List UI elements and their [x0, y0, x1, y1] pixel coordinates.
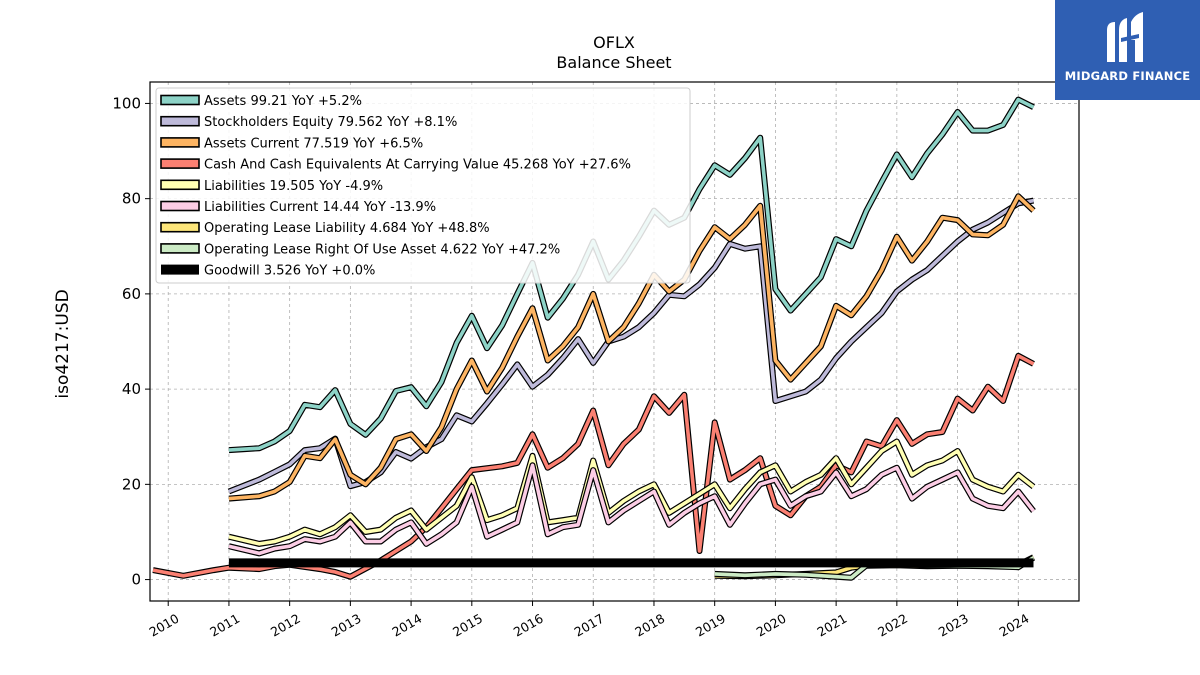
legend-label: Goodwill 3.526 YoY +0.0% — [204, 264, 375, 279]
legend-item: Assets Current 77.519 YoY +6.5% — [160, 136, 423, 151]
legend-item: Operating Lease Right Of Use Asset 4.622… — [160, 242, 560, 257]
x-tick-label: 2023 — [936, 611, 971, 640]
legend-label: Stockholders Equity 79.562 YoY +8.1% — [204, 115, 457, 130]
legend-label: Operating Lease Liability 4.684 YoY +48.… — [204, 221, 490, 236]
y-tick-label: 20 — [122, 475, 141, 493]
legend-label: Liabilities Current 14.44 YoY -13.9% — [204, 200, 436, 215]
legend-item: Cash And Cash Equivalents At Carrying Va… — [160, 158, 631, 173]
brand-name: MIDGARD FINANCE — [1064, 69, 1191, 83]
legend-swatch — [161, 264, 199, 275]
legend-label: Liabilities 19.505 YoY -4.9% — [204, 179, 383, 194]
x-tick-label: 2017 — [571, 611, 606, 640]
series-liabilities — [228, 438, 1036, 547]
x-tick-label: 2010 — [146, 611, 181, 640]
y-tick-label: 60 — [122, 285, 141, 303]
legend-label: Assets 99.21 YoY +5.2% — [204, 94, 362, 109]
x-tick-label: 2020 — [754, 611, 789, 640]
x-tick-label: 2022 — [875, 611, 910, 640]
x-tick-label: 2015 — [450, 611, 485, 640]
x-tick-label: 2018 — [632, 611, 667, 640]
series-line — [228, 463, 1035, 556]
legend-swatch — [160, 94, 200, 106]
brand-mark-icon — [1107, 12, 1143, 62]
x-tick-label: 2012 — [268, 611, 303, 640]
legend-swatch — [160, 115, 200, 127]
y-tick-label: 80 — [122, 190, 141, 208]
legend-box — [155, 87, 691, 284]
series-line-outline — [228, 438, 1036, 547]
legend-swatch — [160, 200, 200, 212]
legend-label: Cash And Cash Equivalents At Carrying Va… — [204, 158, 631, 173]
legend-item: Stockholders Equity 79.562 YoY +8.1% — [160, 115, 457, 130]
plot-frame — [149, 81, 1080, 602]
series-line — [228, 194, 1035, 501]
chart-subtitle: Balance Sheet — [556, 53, 671, 72]
legend-item: Goodwill 3.526 YoY +0.0% — [161, 264, 375, 279]
series-assets-current — [228, 193, 1036, 502]
legend-swatch — [160, 137, 200, 148]
y-tick-label: 0 — [131, 571, 141, 589]
legend-label: Assets Current 77.519 YoY +6.5% — [204, 136, 423, 151]
y-tick-label: 100 — [112, 94, 141, 112]
legend-item: Liabilities 19.505 YoY -4.9% — [160, 179, 383, 194]
x-tick-label: 2019 — [693, 611, 728, 640]
series-line — [152, 353, 1035, 579]
series-line — [228, 439, 1035, 546]
x-tick-label: 2016 — [511, 611, 546, 640]
x-tick-label: 2013 — [329, 611, 364, 640]
series-liabilities-current — [228, 462, 1036, 557]
series-lines — [152, 96, 1036, 581]
legend-label: Operating Lease Right Of Use Asset 4.622… — [204, 242, 560, 257]
legend-item: Liabilities Current 14.44 YoY -13.9% — [160, 200, 436, 215]
legend-swatch — [160, 158, 200, 169]
x-tick-label: 2024 — [997, 611, 1032, 640]
y-tick-label: 40 — [122, 380, 141, 398]
legend-swatch — [160, 221, 200, 233]
chart-title: OFLX — [593, 33, 635, 52]
legend-swatch — [160, 179, 200, 191]
legend-item: Operating Lease Liability 4.684 YoY +48.… — [160, 221, 490, 236]
x-tick-label: 2014 — [389, 611, 424, 640]
y-axis-label: iso4217:USD — [53, 289, 73, 398]
series-cash-and-cash-equivalents-at-carrying-value — [152, 352, 1035, 580]
legend-swatch — [160, 243, 200, 254]
brand-logo: MIDGARD FINANCE — [1055, 0, 1200, 100]
x-tick-label: 2021 — [814, 611, 849, 640]
legend-item: Assets 99.21 YoY +5.2% — [160, 94, 362, 109]
legend: Assets 99.21 YoY +5.2% Stockholders Equit… — [155, 87, 691, 284]
x-tick-label: 2011 — [207, 611, 242, 640]
